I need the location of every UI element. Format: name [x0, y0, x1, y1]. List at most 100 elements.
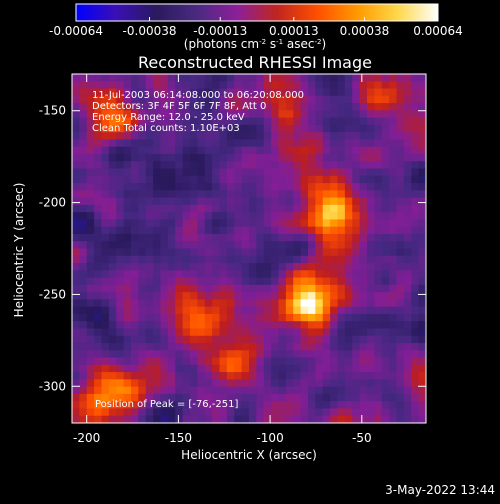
heatmap-cell [79, 357, 88, 366]
heatmap-cell [271, 364, 280, 373]
heatmap-cell [263, 226, 272, 235]
heatmap-cell [116, 117, 125, 126]
heatmap-cell [381, 226, 390, 235]
heatmap-cell [315, 299, 324, 308]
heatmap-cell [367, 415, 375, 423]
heatmap-cell [300, 110, 309, 119]
heatmap-cell [219, 306, 228, 315]
colorbar-tick-label: -0.00013 [193, 24, 247, 38]
heatmap-cell [344, 139, 353, 148]
heatmap-cell [138, 103, 147, 111]
heatmap-cell [263, 255, 272, 264]
heatmap-cell [212, 372, 221, 380]
heatmap-cell [285, 117, 294, 126]
heatmap-cell [72, 124, 80, 133]
heatmap-cell [396, 153, 405, 162]
heatmap-cell [278, 81, 287, 90]
heatmap-cell [418, 212, 426, 221]
heatmap-cell [315, 168, 324, 177]
heatmap-cell [263, 241, 272, 250]
heatmap-cell [212, 204, 221, 213]
heatmap-cell [337, 393, 346, 402]
heatmap-cell [241, 350, 250, 359]
heatmap-cell [352, 226, 361, 235]
heatmap-cell [182, 328, 191, 337]
heatmap-cell [86, 415, 95, 423]
heatmap-cell [367, 81, 375, 90]
heatmap-cell [175, 270, 184, 279]
heatmap-cell [138, 306, 147, 315]
heatmap-cell [374, 364, 383, 373]
colorbar-tick-labels: -0.00064 -0.00038 -0.00013 0.00013 0.00038 0.… [49, 24, 463, 38]
heatmap-cell [160, 277, 169, 286]
heatmap-cell [160, 139, 169, 148]
heatmap-cell [403, 110, 412, 119]
heatmap-cell [94, 103, 103, 111]
heatmap-cell [175, 175, 184, 184]
heatmap-cell [131, 226, 139, 235]
heatmap-cell [359, 74, 368, 82]
heatmap-cell [219, 226, 228, 235]
heatmap-cell [153, 364, 162, 373]
heatmap-cell [131, 284, 139, 293]
heatmap-cell [381, 263, 390, 271]
heatmap-cell [212, 255, 221, 264]
heatmap-cell [396, 241, 405, 250]
heatmap-cell [123, 74, 132, 82]
heatmap-cell [108, 270, 117, 279]
heatmap-cell [145, 146, 154, 155]
heatmap-cell [86, 219, 95, 228]
heatmap-cell [256, 124, 265, 133]
heatmap-cell [256, 95, 265, 104]
heatmap-cell [367, 153, 375, 162]
heatmap-cell [315, 139, 324, 148]
heatmap-cell [315, 241, 324, 250]
heatmap-cell [285, 306, 294, 315]
heatmap-cell [212, 74, 221, 82]
heatmap-cell [381, 415, 390, 423]
heatmap-cell [145, 226, 154, 235]
heatmap-cell [389, 372, 398, 380]
heatmap-cell [116, 299, 125, 308]
heatmap-cell [86, 212, 95, 221]
heatmap-cell [234, 204, 243, 213]
heatmap-cell [285, 248, 294, 257]
heatmap-cell [145, 299, 154, 308]
heatmap-cell [153, 146, 162, 155]
heatmap-cell [79, 168, 88, 177]
heatmap-cell [285, 408, 294, 417]
heatmap-cell [256, 139, 265, 148]
heatmap-cell [138, 343, 147, 351]
heatmap-cell [344, 393, 353, 402]
heatmap-cell [322, 219, 331, 228]
heatmap-cell [381, 190, 390, 199]
heatmap-cell [153, 321, 162, 330]
heatmap-cell [322, 357, 331, 366]
heatmap-cell [101, 364, 110, 373]
heatmap-cell [256, 190, 265, 199]
heatmap-cell [226, 299, 235, 308]
heatmap-cell [278, 248, 287, 257]
heatmap-cell [153, 212, 162, 221]
heatmap-cell [204, 139, 213, 148]
heatmap-cell [153, 292, 162, 300]
heatmap-cell [352, 161, 361, 170]
heatmap-cell [381, 401, 390, 410]
heatmap-cell [219, 255, 228, 264]
heatmap-cell [182, 197, 191, 206]
heatmap-cell [403, 103, 412, 111]
heatmap-cell [197, 168, 206, 177]
heatmap-cell [160, 219, 169, 228]
heatmap-cell [175, 255, 184, 264]
heatmap-cell [300, 74, 309, 82]
heatmap-cell [403, 248, 412, 257]
heatmap-cell [94, 81, 103, 90]
heatmap-cell [234, 110, 243, 119]
heatmap-cell [123, 204, 132, 213]
heatmap-cell [234, 335, 243, 344]
heatmap-cell [330, 386, 339, 395]
heatmap-cell [293, 197, 302, 206]
heatmap-cell [145, 168, 154, 177]
heatmap-cell [226, 146, 235, 155]
heatmap-cell [396, 197, 405, 206]
